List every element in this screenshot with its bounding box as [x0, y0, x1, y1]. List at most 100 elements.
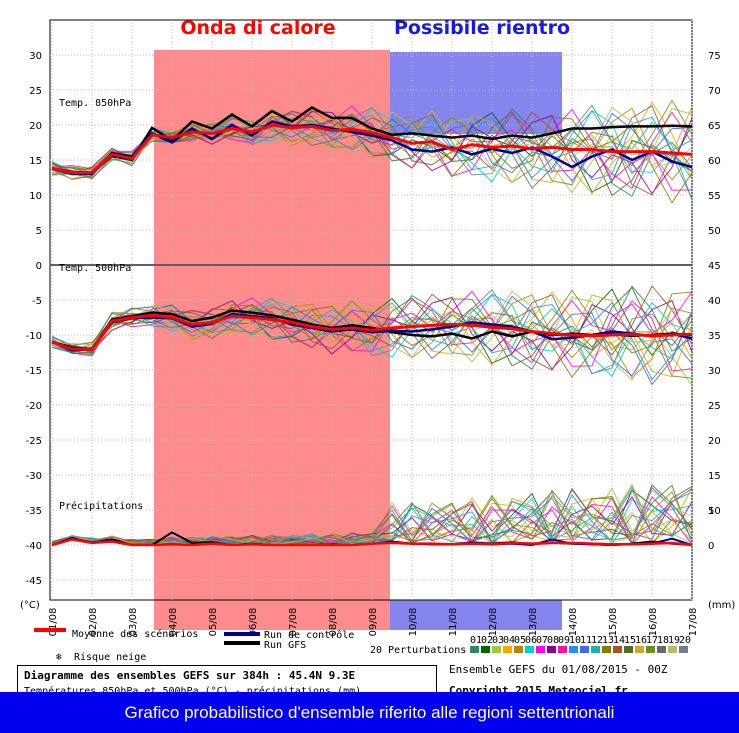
perturbation-t500-line — [51, 293, 693, 378]
perturbation-number: 05 — [514, 635, 526, 646]
perturbation-swatch — [470, 646, 479, 653]
x-tick-label: 14/08 — [568, 608, 579, 637]
y-right-tick-500: 20 — [708, 436, 721, 447]
x-tick-label: 13/08 — [528, 608, 539, 637]
perturbation-number: 17 — [646, 635, 658, 646]
x-tick-label: 16/08 — [648, 608, 659, 637]
y-left-unit: (°C) — [20, 600, 40, 611]
y-right-tick-850: 75 — [708, 51, 721, 62]
y-left-tick: -20 — [26, 401, 42, 412]
perturbation-t850-line — [51, 106, 693, 195]
perturbation-swatch — [503, 646, 512, 653]
perturbation-number: 10 — [569, 635, 581, 646]
ensemble-info: Ensemble GEFS du 01/08/2015 - 00Z — [449, 663, 668, 676]
x-tick-label: 10/08 — [408, 608, 419, 637]
plot-frame — [49, 19, 693, 601]
perturbation-swatch — [635, 646, 644, 653]
chart-title: Diagramme des ensembles GEFS sur 384h : … — [24, 669, 356, 682]
x-tick-label: 17/08 — [688, 608, 699, 637]
x-tick-label: 12/08 — [488, 608, 499, 637]
perturbation-swatch — [580, 646, 589, 653]
caption-banner: Grafico probabilistico d'ensemble riferi… — [0, 692, 739, 733]
y-right-tick-500: 35 — [708, 331, 721, 342]
x-tick-label: 04/08 — [168, 608, 179, 637]
y-left-tick: 15 — [29, 156, 42, 167]
y-right-tick-500: 25 — [708, 401, 721, 412]
perturbation-swatch — [481, 646, 490, 653]
y-left-tick: -40 — [26, 541, 42, 552]
x-tick-label: 03/08 — [128, 608, 139, 637]
perturbation-t500-line — [51, 289, 693, 375]
legend-label-control: Run de contrôle — [264, 629, 354, 641]
perturbation-swatch — [525, 646, 534, 653]
y-left-tick: -15 — [26, 366, 42, 377]
perturbation-t850-line — [51, 105, 693, 190]
perturbation-swatch — [536, 646, 545, 653]
y-right-tick-850: 55 — [708, 191, 721, 202]
perturbation-swatch — [602, 646, 611, 653]
risque-neige-label: Risque neige — [74, 652, 146, 663]
x-tick-label: 02/08 — [88, 608, 99, 637]
y-right-tick-850: 45 — [708, 261, 721, 272]
perturbation-swatch — [613, 646, 622, 653]
precip-label: Précipitations — [59, 500, 143, 512]
perturbation-swatch — [569, 646, 578, 653]
y-left-tick: 5 — [36, 226, 42, 237]
perturbation-precip-line — [51, 494, 693, 546]
t850-label: Temp. 850hPa — [59, 98, 131, 109]
perturbation-number: 18 — [657, 635, 669, 646]
footer-title-box: Diagramme des ensembles GEFS sur 384h : … — [17, 665, 437, 695]
legend-label-mean: Moyenne des scénarios — [72, 628, 198, 640]
y-left-tick: 25 — [29, 86, 42, 97]
perturbation-number: 07 — [536, 635, 548, 646]
perturbation-swatch — [492, 646, 501, 653]
series-t850-line — [51, 106, 693, 174]
perturbation-number: 20 — [679, 635, 691, 646]
snow-icon: ❄ — [56, 652, 63, 663]
x-tick-label: 01/08 — [48, 608, 59, 637]
y-right-tick-850: 60 — [708, 156, 721, 167]
perturbation-swatch — [591, 646, 600, 653]
y-right-tick-850: 65 — [708, 121, 721, 132]
legend-label-gfs: Run GFS — [264, 640, 306, 651]
perturbation-swatch — [657, 646, 666, 653]
return-header: Possibile rientro — [394, 17, 570, 39]
ensemble-chart: 302520151050-5-10-15-20-25-30-35-40-4575… — [20, 17, 735, 663]
heat-wave-header: Onda di calore — [180, 17, 335, 39]
perturbation-precip-line — [51, 489, 693, 546]
heat-wave-axis-band — [154, 600, 390, 630]
t500-label: Temp. 500hPa — [59, 263, 131, 274]
perturbation-number: 08 — [547, 635, 559, 646]
perturbation-swatch — [514, 646, 523, 653]
y-right-tick-500: 10 — [708, 506, 721, 517]
series-t850-line — [51, 123, 693, 175]
chart-text: Temp. 850hPa Temp. 500hPa Précipitations On… — [34, 17, 691, 663]
perturbation-number: 14 — [613, 635, 625, 646]
perturbation-swatch — [624, 646, 633, 653]
y-left-tick: -35 — [26, 506, 42, 517]
perturbation-swatch — [668, 646, 677, 653]
series-t500-line — [51, 313, 693, 351]
perturbation-number: 16 — [635, 635, 647, 646]
return-axis-band — [390, 600, 562, 630]
x-tick-label: 07/08 — [288, 608, 299, 637]
perturbation-swatch — [679, 646, 688, 653]
y-left-tick: 30 — [29, 51, 42, 62]
perturbation-t850-line — [51, 109, 693, 181]
x-tick-label: 09/08 — [368, 608, 379, 637]
x-tick-label: 06/08 — [248, 608, 259, 637]
perturbation-number: 19 — [668, 635, 680, 646]
perturbation-swatch — [547, 646, 556, 653]
x-tick-label: 15/08 — [608, 608, 619, 637]
y-right-tick-precip: 0 — [708, 541, 714, 552]
y-right-tick-500: 40 — [708, 296, 721, 307]
y-right-tick-precip: 5 — [708, 506, 714, 517]
perturbation-number: 15 — [624, 635, 636, 646]
y-left-tick: -45 — [26, 576, 42, 587]
x-tick-label: 08/08 — [328, 608, 339, 637]
y-right-tick-500: 15 — [708, 471, 721, 482]
y-right-tick-850: 50 — [708, 226, 721, 237]
perturbation-number: 11 — [580, 635, 592, 646]
perturbation-number: 02 — [481, 635, 493, 646]
perturbation-number: 09 — [558, 635, 570, 646]
